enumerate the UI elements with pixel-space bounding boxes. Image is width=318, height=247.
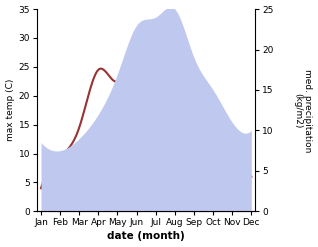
Y-axis label: max temp (C): max temp (C) [5, 79, 15, 141]
X-axis label: date (month): date (month) [107, 231, 185, 242]
Y-axis label: med. precipitation
(kg/m2): med. precipitation (kg/m2) [293, 68, 313, 152]
